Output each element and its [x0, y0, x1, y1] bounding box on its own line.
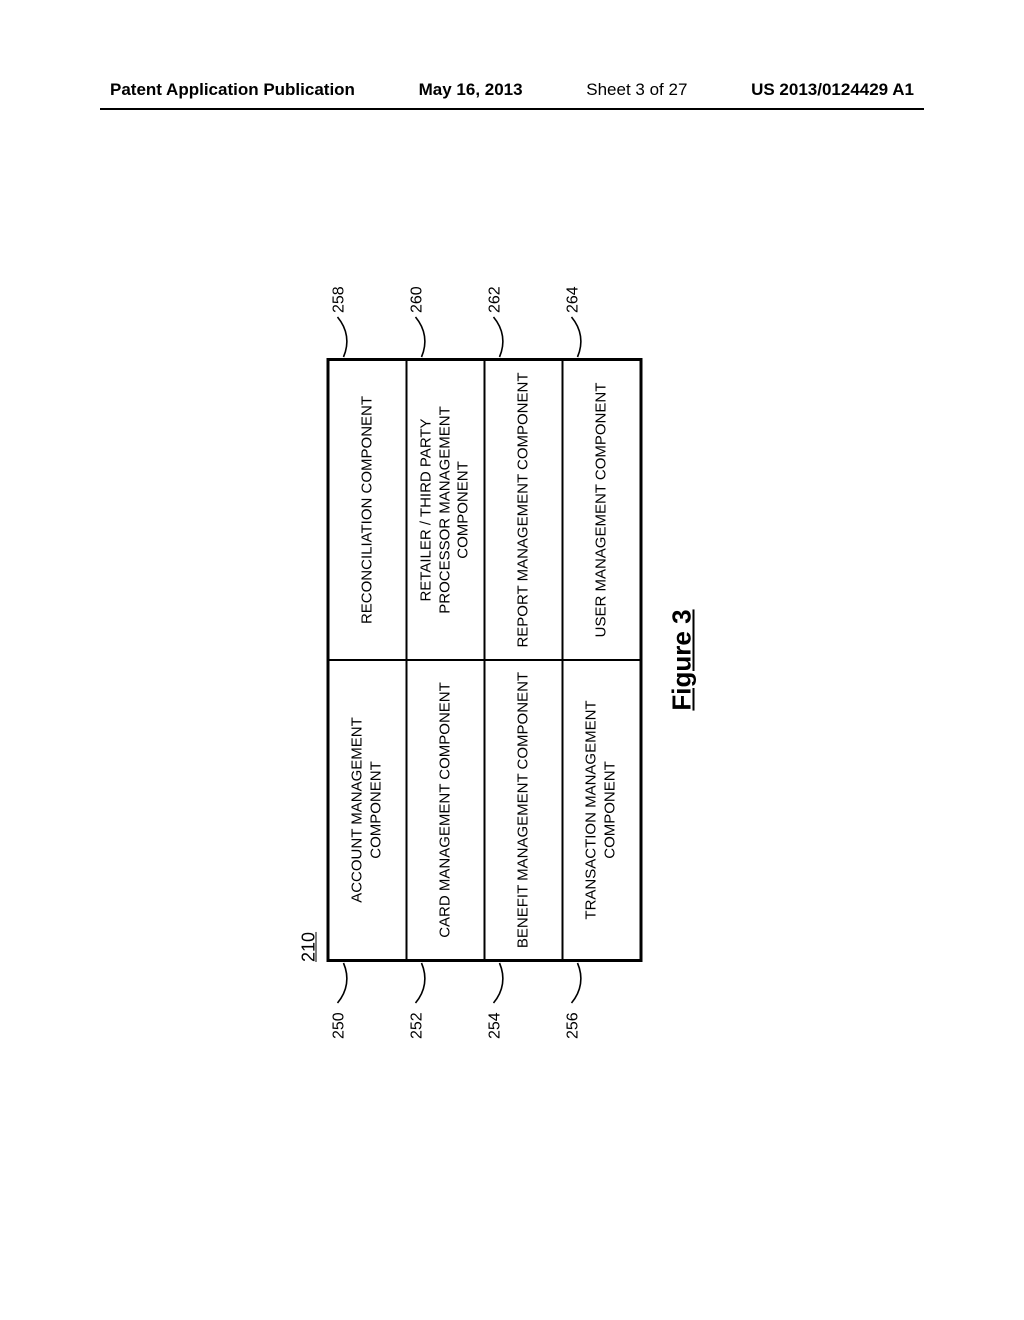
- lead-arc-icon: [338, 963, 358, 1003]
- lead-arc-icon: [494, 317, 514, 357]
- reference-number: 252: [408, 1012, 428, 1039]
- reference-number: 254: [486, 1012, 506, 1039]
- header-date: May 16, 2013: [419, 80, 523, 100]
- reference-number: 258: [330, 286, 350, 313]
- header-appnum: US 2013/0124429 A1: [751, 80, 914, 100]
- lead-arc-icon: [494, 963, 514, 1003]
- component-cell: CARD MANAGEMENT COMPONENT252: [407, 660, 485, 960]
- lead-arc-icon: [572, 963, 592, 1003]
- reference-number: 250: [330, 1012, 350, 1039]
- lead-arc-icon: [338, 317, 358, 357]
- figure-wrap: 210 ACCOUNT MANAGEMENT COMPONENT250RECON…: [327, 358, 698, 962]
- header-rule: [100, 108, 924, 110]
- component-label: BENEFIT MANAGEMENT COMPONENT: [514, 672, 533, 948]
- component-grid: ACCOUNT MANAGEMENT COMPONENT250RECONCILI…: [327, 358, 643, 962]
- component-cell: RETAILER / THIRD PARTY PROCESSOR MANAGEM…: [407, 360, 485, 660]
- reference-number: 260: [408, 286, 428, 313]
- reference-number: 256: [564, 1012, 584, 1039]
- lead-arc-icon: [416, 317, 436, 357]
- reference-number: 264: [564, 286, 584, 313]
- component-label: TRANSACTION MANAGEMENT COMPONENT: [583, 671, 621, 949]
- component-label: CARD MANAGEMENT COMPONENT: [436, 682, 455, 938]
- component-label: RECONCILIATION COMPONENT: [358, 396, 377, 624]
- component-label: ACCOUNT MANAGEMENT COMPONENT: [349, 671, 387, 949]
- figure-caption: Figure 3: [667, 358, 698, 962]
- header-sheet: Sheet 3 of 27: [586, 80, 687, 100]
- component-cell: ACCOUNT MANAGEMENT COMPONENT250: [329, 660, 407, 960]
- component-cell: USER MANAGEMENT COMPONENT264: [563, 360, 641, 660]
- component-cell: BENEFIT MANAGEMENT COMPONENT254: [485, 660, 563, 960]
- component-cell: RECONCILIATION COMPONENT258: [329, 360, 407, 660]
- component-label: USER MANAGEMENT COMPONENT: [592, 383, 611, 638]
- component-cell: TRANSACTION MANAGEMENT COMPONENT256: [563, 660, 641, 960]
- lead-arc-icon: [416, 963, 436, 1003]
- page-header: Patent Application Publication May 16, 2…: [0, 80, 1024, 100]
- component-cell: REPORT MANAGEMENT COMPONENT262: [485, 360, 563, 660]
- header-publication: Patent Application Publication: [110, 80, 355, 100]
- lead-arc-icon: [572, 317, 592, 357]
- reference-number: 262: [486, 286, 506, 313]
- component-label: RETAILER / THIRD PARTY PROCESSOR MANAGEM…: [417, 371, 473, 649]
- component-label: REPORT MANAGEMENT COMPONENT: [514, 372, 533, 647]
- page: Patent Application Publication May 16, 2…: [0, 0, 1024, 1320]
- diagram-overall-ref: 210: [299, 932, 320, 962]
